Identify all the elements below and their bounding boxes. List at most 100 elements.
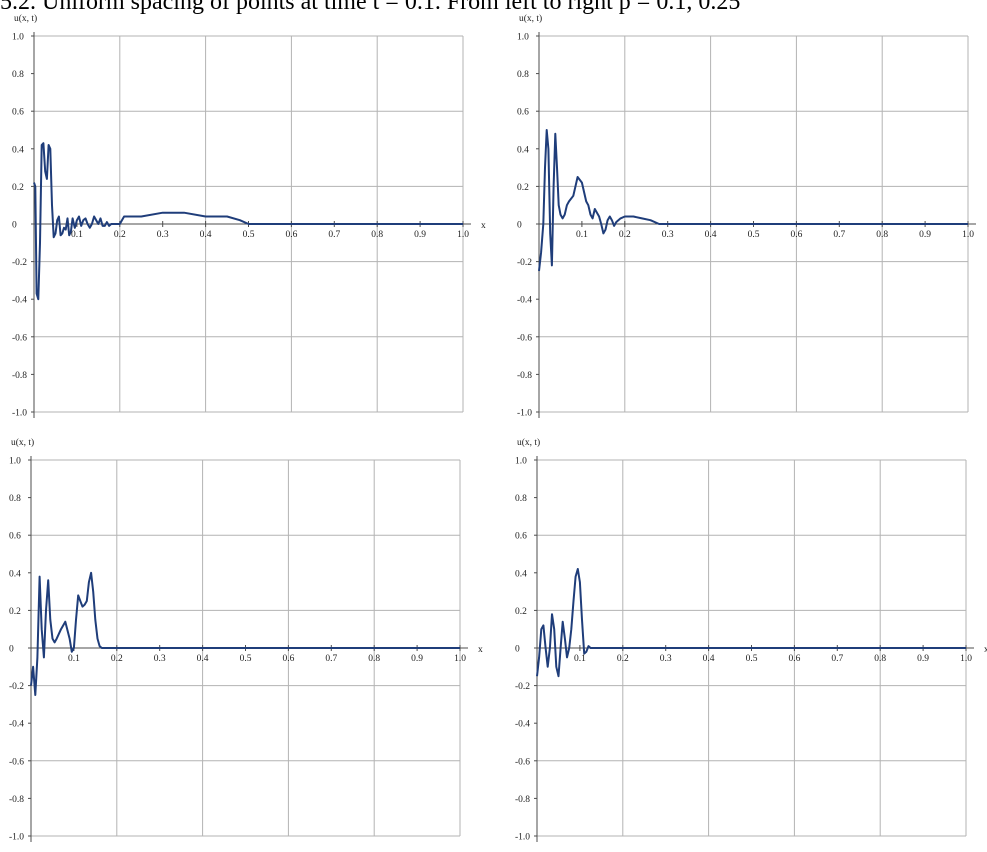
y-tick-label: 1.0 [515, 457, 527, 467]
x-tick-label: 0.2 [617, 654, 629, 664]
y-tick-label: -1.0 [9, 833, 24, 843]
x-tick-label: 0.8 [874, 654, 886, 664]
y-tick-label: -0.8 [12, 371, 27, 381]
y-tick-label: -1.0 [517, 409, 532, 419]
y-tick-label: 0 [515, 645, 520, 655]
y-tick-label: 0.4 [517, 145, 529, 155]
y-tick-label: -0.4 [515, 720, 530, 730]
y-tick-label: 0 [9, 645, 14, 655]
y-tick-label: 0.8 [517, 70, 529, 80]
y-tick-label: -0.2 [12, 258, 27, 268]
y-tick-label: -0.6 [517, 333, 532, 343]
x-tick-label: 0.1 [574, 654, 586, 664]
x-tick-label: 0.1 [68, 654, 80, 664]
y-tick-label: -1.0 [515, 833, 530, 843]
x-tick-label: 1.0 [454, 654, 466, 664]
chart-panel-3: 1.0 0.8 0.6 0.4 0.2 0 -0.2 -0.4 -0.6 -0.8 -1.0 0.1 0… [9, 437, 483, 843]
x-tick-label: 0.4 [703, 654, 715, 664]
x-tick-label: 0.6 [790, 230, 802, 240]
x-tick-label: 0.5 [243, 230, 255, 240]
x-tick-label: 0.6 [282, 654, 294, 664]
y-axis-label: u(x, t) [519, 13, 542, 24]
x-tick-label: 0.8 [876, 230, 888, 240]
y-tick-label: 0.2 [517, 183, 529, 193]
x-tick-label: 0.3 [157, 230, 169, 240]
y-tick-label: -0.6 [9, 757, 24, 767]
x-tick-label: 0.9 [917, 654, 929, 664]
y-tick-label: 0 [517, 221, 522, 231]
y-tick-label: 0.6 [515, 532, 527, 542]
y-tick-label: 0.8 [9, 494, 21, 504]
chart-panel-2: 1.0 0.8 0.6 0.4 0.2 0 -0.2 -0.4 -0.6 -0.8 -1.0 0.1 0… [517, 13, 976, 419]
y-tick-label: -0.6 [515, 757, 530, 767]
y-tick-label: 0.2 [12, 183, 24, 193]
x-tick-label: 0.8 [368, 654, 380, 664]
x-tick-label: 0.5 [240, 654, 252, 664]
y-tick-label: -0.4 [9, 720, 24, 730]
x-tick-label: 0.5 [746, 654, 758, 664]
y-tick-label: -0.6 [12, 333, 27, 343]
chart-panel-1: 1.0 0.8 0.6 0.4 0.2 0 -0.2 -0.4 -0.6 -0.8 -1.0 0.1 0… [12, 13, 486, 419]
x-tick-label: 0.6 [285, 230, 297, 240]
x-tick-label: 0.2 [114, 230, 126, 240]
y-tick-label: 0.2 [9, 607, 21, 617]
x-tick-label: 0.2 [619, 230, 631, 240]
x-tick-label: 0.2 [111, 654, 123, 664]
x-tick-label: 0.3 [662, 230, 674, 240]
y-tick-label: -0.4 [12, 296, 27, 306]
x-tick-label: 0.7 [328, 230, 340, 240]
x-tick-label: 0.3 [660, 654, 672, 664]
x-tick-label: 0.6 [788, 654, 800, 664]
y-tick-label: 1.0 [9, 457, 21, 467]
y-tick-label: 0.6 [9, 532, 21, 542]
y-tick-label: -0.4 [517, 296, 532, 306]
series-line [538, 129, 968, 272]
y-tick-label: 0.4 [515, 569, 527, 579]
y-tick-label: 0.8 [515, 494, 527, 504]
x-tick-label: 0.4 [197, 654, 209, 664]
x-tick-label: 0.1 [71, 230, 83, 240]
y-tick-label: 0.4 [9, 569, 21, 579]
x-axis-label: x [478, 645, 483, 655]
figure-caption: 5.2. Uniform spacing of points at time t… [0, 0, 741, 15]
y-tick-label: 0.8 [12, 70, 24, 80]
y-tick-label: 0 [12, 221, 17, 231]
x-tick-label: 0.7 [831, 654, 843, 664]
y-tick-label: -0.8 [517, 371, 532, 381]
y-axis-label: u(x, t) [11, 437, 34, 448]
x-tick-label: 1.0 [962, 230, 974, 240]
y-tick-label: -0.2 [515, 682, 530, 692]
x-tick-label: 0.5 [748, 230, 760, 240]
x-tick-label: 0.4 [705, 230, 717, 240]
x-tick-label: 0.3 [154, 654, 166, 664]
y-tick-label: -1.0 [12, 409, 27, 419]
y-tick-label: -0.8 [9, 795, 24, 805]
y-axis-label: u(x, t) [517, 437, 540, 448]
y-tick-label: -0.2 [517, 258, 532, 268]
y-tick-label: 0.6 [12, 108, 24, 118]
y-axis-label: u(x, t) [14, 13, 37, 24]
series-line [536, 568, 966, 678]
y-tick-label: 1.0 [517, 33, 529, 43]
x-tick-label: 0.1 [576, 230, 588, 240]
x-axis-label: x [481, 221, 486, 231]
y-tick-label: 0.2 [515, 607, 527, 617]
y-tick-label: -0.8 [515, 795, 530, 805]
x-tick-label: 0.8 [371, 230, 383, 240]
y-tick-label: 1.0 [12, 33, 24, 43]
series-line [33, 142, 463, 301]
chart-panel-4: 1.0 0.8 0.6 0.4 0.2 0 -0.2 -0.4 -0.6 -0.8 -1.0 0.1 0… [515, 437, 987, 843]
x-tick-label: 0.9 [414, 230, 426, 240]
x-axis-label: x [984, 645, 987, 655]
x-tick-label: 0.4 [200, 230, 212, 240]
x-tick-label: 0.7 [325, 654, 337, 664]
y-tick-label: 0.6 [517, 108, 529, 118]
series-line [30, 571, 460, 696]
x-tick-label: 1.0 [960, 654, 972, 664]
x-tick-label: 0.7 [833, 230, 845, 240]
x-tick-label: 0.9 [411, 654, 423, 664]
y-tick-label: 0.4 [12, 145, 24, 155]
x-tick-label: 1.0 [457, 230, 469, 240]
y-tick-label: -0.2 [9, 682, 24, 692]
